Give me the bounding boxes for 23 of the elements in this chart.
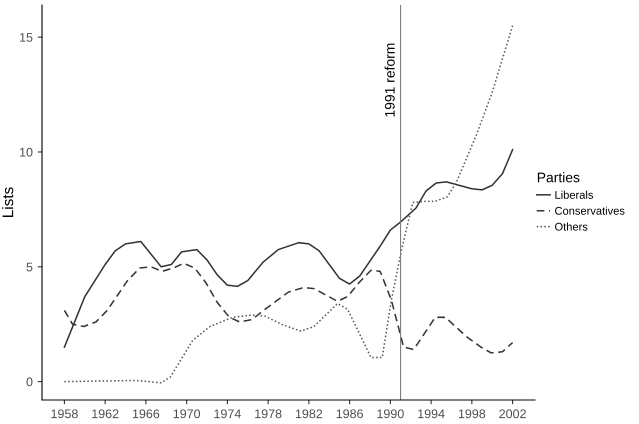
x-tick-label: 1994 xyxy=(418,409,445,418)
y-tick-label: 10 xyxy=(20,148,32,157)
y-tick-label: 0 xyxy=(26,377,32,386)
x-tick-label: 1982 xyxy=(296,409,322,418)
y-tick-label: 15 xyxy=(20,33,32,42)
x-tick-label: 1998 xyxy=(458,409,486,418)
line-series xyxy=(64,24,514,384)
y-tick-label: 5 xyxy=(26,262,32,272)
x-tick-label: 1974 xyxy=(214,409,241,418)
x-tick-label: 1990 xyxy=(377,409,404,418)
legend-label: Others xyxy=(555,222,588,231)
x-tick-label: 1970 xyxy=(174,409,200,418)
legend-label: Conservatives xyxy=(555,206,625,215)
x-tick-label: 2002 xyxy=(499,409,526,418)
legend-title: Parties xyxy=(538,172,580,182)
x-tick-label: 1958 xyxy=(51,409,78,418)
x-tick-label: 1978 xyxy=(255,409,282,418)
x-tick-label: 1962 xyxy=(92,409,118,418)
ref-line-label: 1991 reform xyxy=(384,44,395,116)
x-tick-label: 1986 xyxy=(336,409,363,418)
y-axis-title: Lists xyxy=(2,187,14,217)
x-tick-label: 1966 xyxy=(132,409,160,418)
legend-label: Liberals xyxy=(555,190,594,199)
